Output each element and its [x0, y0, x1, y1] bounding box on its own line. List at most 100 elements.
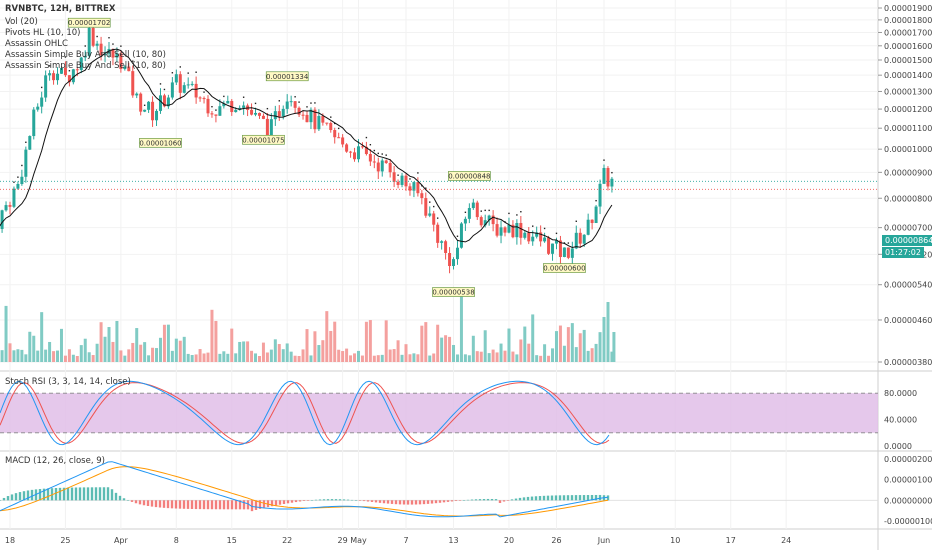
signal-dot	[25, 141, 27, 143]
candle-body	[178, 74, 182, 93]
signal-dot	[417, 172, 419, 174]
candle-body	[158, 95, 162, 111]
candle-body	[420, 193, 424, 199]
volume-bar	[63, 355, 67, 362]
candle-body	[566, 247, 570, 258]
candle-body	[444, 241, 448, 254]
volume-bar	[527, 343, 531, 362]
macd-histogram-bar	[598, 494, 602, 501]
candle-body	[198, 97, 202, 99]
volume-bar	[345, 348, 349, 362]
candle-body	[95, 43, 99, 46]
volume-bar	[254, 353, 258, 362]
volume-bar	[143, 342, 147, 362]
countdown-tag: 01:27:02	[882, 247, 924, 258]
macd-histogram-bar	[398, 500, 402, 505]
candle-body	[222, 103, 226, 107]
volume-bar	[162, 324, 166, 362]
legend-ohlc[interactable]: Assassin OHLC	[5, 39, 68, 49]
macd-histogram-bar	[154, 500, 158, 508]
candle-body	[337, 137, 341, 139]
volume-bar	[483, 330, 487, 362]
macd-histogram-bar	[190, 500, 194, 509]
pivot-label: 0.00000538	[432, 289, 474, 297]
candle-body	[570, 248, 574, 258]
pivot-label-box	[448, 171, 491, 181]
pivot-label-box	[67, 17, 111, 28]
volume-bar	[491, 349, 495, 362]
macd-histogram-bar	[574, 495, 578, 501]
macd-histogram-bar	[246, 500, 250, 510]
signal-dot	[385, 154, 387, 156]
macd-histogram-bar	[90, 487, 94, 501]
candle-body	[269, 119, 273, 136]
volume-bar	[562, 345, 566, 362]
candle-body	[598, 183, 602, 207]
volume-bar	[107, 327, 111, 362]
candle-body	[24, 149, 28, 177]
macd-histogram-bar	[390, 500, 394, 504]
macd-histogram-bar	[214, 500, 218, 510]
signal-dot	[278, 100, 280, 102]
legend-volume[interactable]: Vol (20)	[5, 17, 38, 27]
macd-histogram-bar	[74, 487, 78, 501]
candle-body	[250, 109, 254, 115]
macd-pane[interactable]	[0, 461, 878, 518]
macd-histogram-bar	[94, 487, 98, 501]
macd-histogram-bar	[426, 500, 430, 504]
candle-body	[345, 144, 349, 152]
candle-body	[194, 83, 198, 98]
candle-body	[535, 232, 539, 237]
legend-buy-sell-2[interactable]: Assassin Simple Buy And Sell (10, 80)	[5, 61, 166, 71]
signal-dot	[409, 178, 411, 180]
legend-pivots[interactable]: Pivots HL (10, 10)	[5, 28, 81, 38]
macd-histogram-bar	[354, 500, 358, 501]
candle-body	[123, 66, 127, 70]
signal-dot	[13, 181, 15, 183]
volume-bar	[364, 321, 368, 362]
volume-bar	[170, 350, 174, 362]
price-pane[interactable]: 0.00001702 0.00001060 0.00001334 0.00001075…	[0, 17, 878, 362]
volume-bar	[67, 349, 71, 362]
macd-histogram-bar	[338, 499, 342, 501]
candle-body	[151, 101, 155, 121]
candle-body	[527, 232, 531, 242]
macd-label[interactable]: MACD (12, 26, close, 9)	[5, 456, 105, 466]
macd-histogram-bar	[422, 500, 426, 505]
candle-body	[166, 97, 170, 107]
y-tick-label: 0.00001600	[884, 42, 932, 51]
candle-body	[63, 67, 67, 76]
candle-body	[511, 224, 515, 238]
volume-bar	[535, 355, 539, 362]
candle-body	[59, 67, 63, 74]
candle-body	[499, 227, 503, 236]
candle-body	[131, 71, 135, 96]
volume-bar	[301, 349, 305, 362]
candle-body	[424, 198, 428, 216]
legend-buy-sell-1[interactable]: Assassin Simple Buy And Sell (10, 80)	[5, 50, 166, 60]
macd-histogram-bar	[478, 499, 482, 501]
macd-histogram-bar	[358, 500, 362, 501]
pivot-label: 0.00001702	[68, 19, 110, 27]
stoch-rsi-label[interactable]: Stoch RSI (3, 3, 14, 14, close)	[5, 377, 131, 387]
candle-body	[139, 93, 143, 112]
macd-histogram-bar	[102, 487, 106, 501]
volume-bar	[586, 350, 590, 362]
candle-body	[71, 69, 75, 83]
signal-dot	[298, 101, 300, 103]
candle-body	[56, 73, 60, 81]
volume-bar	[448, 336, 452, 362]
macd-histogram-bar	[482, 499, 486, 501]
macd-histogram-bar	[158, 500, 162, 508]
stoch-rsi-pane[interactable]	[0, 380, 878, 446]
y-tick-label: 0.00000380	[884, 358, 932, 367]
x-tick-label: 26	[551, 536, 561, 545]
volume-bar	[226, 353, 230, 362]
volume-bar	[83, 338, 87, 362]
volume-bar	[305, 329, 309, 362]
macd-histogram-bar	[194, 500, 198, 510]
signal-dot	[337, 127, 340, 130]
signal-dot	[68, 70, 71, 72]
signal-dot	[433, 205, 435, 208]
signal-dot	[195, 71, 197, 73]
